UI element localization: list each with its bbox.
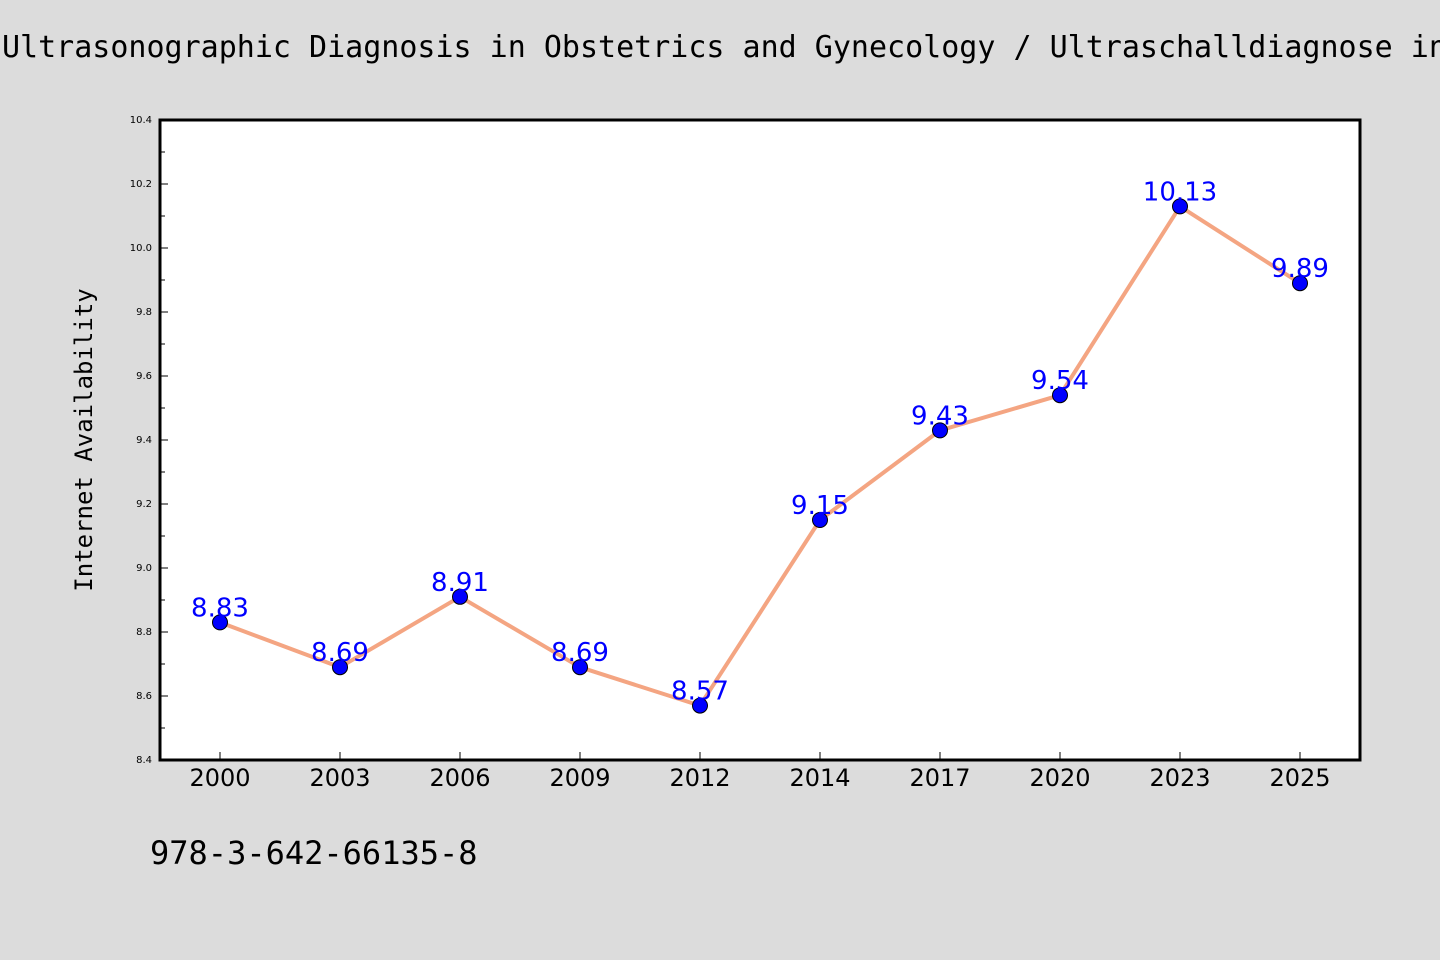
- x-tick-label: 2017: [909, 764, 970, 792]
- data-point: [1292, 275, 1308, 292]
- data-point: [1052, 387, 1068, 404]
- data-label: 8.83: [191, 593, 249, 623]
- data-point: [1172, 198, 1188, 215]
- data-label: 9.54: [1031, 366, 1089, 396]
- y-tick-label: 8.4: [136, 755, 152, 766]
- x-tick-label: 2000: [189, 764, 250, 792]
- data-label: 8.69: [311, 638, 369, 668]
- data-label: 9.89: [1271, 254, 1329, 284]
- isbn-text: 978-3-642-66135-8: [150, 834, 478, 872]
- y-axis: 8.4 8.6 8.8 9.0 9.2 9.4 9.6 9.8 10.0 10.2 10.4: [130, 115, 168, 766]
- data-label: 9.43: [911, 401, 969, 431]
- series-line: [219, 204, 1302, 708]
- x-tick-label: 2012: [669, 764, 730, 792]
- data-point: [932, 422, 948, 439]
- x-tick-label: 2020: [1029, 764, 1090, 792]
- x-axis: 2000 2003 2006 2009 2012 2014 2017 2020 2023 2025: [189, 752, 1331, 792]
- x-tick-label: 2025: [1269, 764, 1330, 792]
- series-markers: [212, 198, 1308, 714]
- data-label: 8.57: [671, 677, 729, 707]
- y-tick-label: 10.2: [130, 179, 152, 190]
- y-tick-label: 10.4: [130, 115, 152, 126]
- data-point: [332, 659, 348, 676]
- plot-frame: [158, 118, 1362, 762]
- y-tick-label: 8.6: [136, 691, 152, 702]
- y-tick-label: 8.8: [136, 627, 152, 638]
- data-label: 8.69: [551, 638, 609, 668]
- x-tick-label: 2003: [309, 764, 370, 792]
- y-axis-label: Internet Availability: [70, 288, 98, 591]
- x-tick-label: 2023: [1149, 764, 1210, 792]
- x-tick-label: 2006: [429, 764, 490, 792]
- y-tick-label: 9.2: [136, 499, 152, 510]
- chart-title: Ultrasonographic Diagnosis in Obstetrics…: [2, 30, 1440, 65]
- y-tick-label: 9.4: [136, 435, 152, 446]
- data-point: [812, 512, 828, 528]
- data-point: [692, 697, 708, 714]
- data-label: 10.13: [1143, 177, 1217, 207]
- data-labels: 8.83 8.69 8.91 8.69 8.57 9.15 9.43 9.54 10.13 9.8…: [191, 177, 1329, 706]
- data-point: [452, 588, 468, 605]
- y-tick-label: 9.8: [136, 307, 152, 318]
- x-tick-label: 2009: [549, 764, 610, 792]
- data-point: [212, 614, 228, 631]
- y-tick-label: 9.0: [136, 563, 152, 574]
- data-label: 8.91: [431, 568, 489, 598]
- x-tick-label: 2014: [789, 764, 850, 792]
- data-point: [572, 659, 588, 676]
- y-tick-label: 9.6: [136, 371, 152, 382]
- data-label: 9.15: [791, 491, 849, 521]
- y-tick-label: 10.0: [130, 243, 152, 254]
